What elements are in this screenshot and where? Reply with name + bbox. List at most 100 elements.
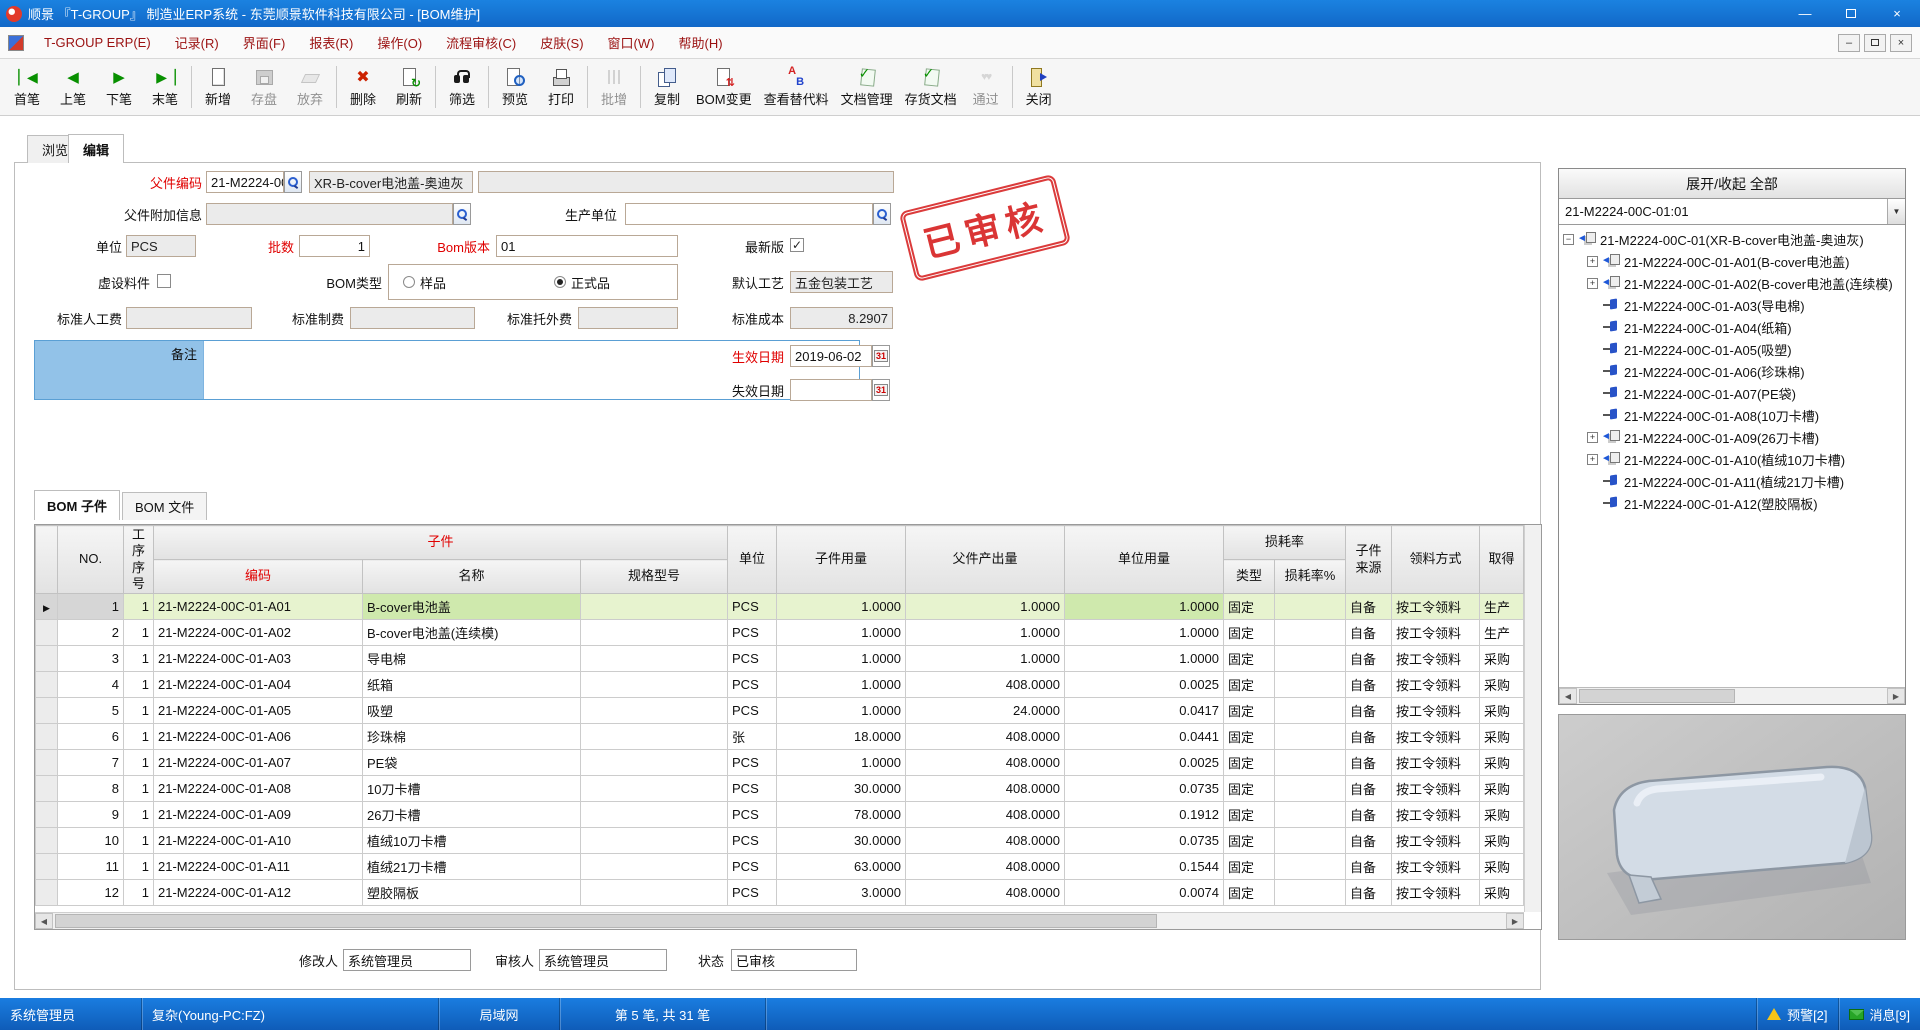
cell-issue[interactable]: 按工令领料 — [1391, 879, 1481, 906]
cell-loss-pct[interactable] — [1274, 619, 1347, 646]
cell-qty[interactable]: 30.0000 — [776, 827, 907, 854]
col-name[interactable]: 名称 — [362, 559, 581, 594]
table-row[interactable]: 7 1 21-M2224-00C-01-A07 PE袋 PCS 1.0000 4… — [35, 749, 1524, 776]
cell-name[interactable]: PE袋 — [362, 749, 581, 776]
expire-date-field[interactable] — [790, 379, 872, 401]
parent-extra-lookup-icon[interactable] — [453, 203, 471, 225]
toolbar-button[interactable]: 关闭 — [1016, 61, 1062, 113]
cell-name[interactable]: 珍珠棉 — [362, 723, 581, 750]
parent-extra-field[interactable] — [206, 203, 453, 225]
cell-source[interactable]: 自备 — [1345, 671, 1393, 698]
tree-node[interactable]: 21-M2224-00C-01-A11(植绒21刀卡槽) — [1561, 470, 1905, 492]
cell-parent-out[interactable]: 408.0000 — [905, 879, 1066, 906]
scroll-right-icon[interactable]: ▶ — [1887, 688, 1905, 704]
tree-expander-icon[interactable] — [1587, 431, 1598, 443]
cell-unit-qty[interactable]: 0.1912 — [1064, 801, 1225, 828]
menu-item[interactable]: 报表(R) — [297, 28, 365, 57]
toolbar-button[interactable]: 上笔 — [50, 61, 96, 113]
toolbar-button[interactable]: 打印 — [538, 61, 584, 113]
cell-spec[interactable] — [579, 619, 729, 646]
cell-qty[interactable]: 1.0000 — [776, 645, 907, 672]
prod-unit-field[interactable] — [625, 203, 873, 225]
cell-loss-type[interactable]: 固定 — [1223, 671, 1276, 698]
cell-source[interactable]: 自备 — [1345, 749, 1393, 776]
menu-item[interactable]: 窗口(W) — [596, 28, 667, 57]
cell-code[interactable]: 21-M2224-00C-01-A11 — [153, 853, 363, 880]
remark-textarea[interactable] — [203, 341, 859, 399]
cell-parent-out[interactable]: 1.0000 — [905, 593, 1066, 620]
minimize-button[interactable]: — — [1798, 6, 1812, 21]
grid-horizontal-scrollbar[interactable]: ◀ ▶ — [35, 912, 1524, 929]
table-row[interactable]: 6 1 21-M2224-00C-01-A06 珍珠棉 张 18.0000 40… — [35, 723, 1524, 750]
cell-qty[interactable]: 1.0000 — [776, 749, 907, 776]
toolbar-button[interactable]: 存货文档 — [899, 61, 963, 113]
statusbar-alerts[interactable]: 预警[2] — [1757, 998, 1837, 1030]
table-row[interactable]: 8 1 21-M2224-00C-01-A08 10刀卡槽 PCS 30.000… — [35, 775, 1524, 802]
row-selector-cell[interactable] — [35, 593, 58, 620]
cell-spec[interactable] — [579, 879, 729, 906]
batch-field[interactable]: 1 — [299, 235, 370, 257]
cell-unit[interactable]: PCS — [727, 827, 778, 854]
cell-loss-pct[interactable] — [1274, 827, 1347, 854]
cell-loss-type[interactable]: 固定 — [1223, 645, 1276, 672]
menu-item[interactable]: 帮助(H) — [666, 28, 734, 57]
cell-spec[interactable] — [579, 827, 729, 854]
table-row[interactable]: 4 1 21-M2224-00C-01-A04 纸箱 PCS 1.0000 40… — [35, 671, 1524, 698]
cell-unit-qty[interactable]: 0.0417 — [1064, 697, 1225, 724]
cell-loss-type[interactable]: 固定 — [1223, 723, 1276, 750]
cell-code[interactable]: 21-M2224-00C-01-A02 — [153, 619, 363, 646]
col-source[interactable]: 子件 来源 — [1345, 525, 1393, 594]
mdi-minimize-button[interactable]: – — [1838, 33, 1860, 52]
table-row[interactable]: 9 1 21-M2224-00C-01-A09 26刀卡槽 PCS 78.000… — [35, 801, 1524, 828]
cell-parent-out[interactable]: 1.0000 — [905, 619, 1066, 646]
close-button[interactable]: × — [1893, 6, 1901, 21]
cell-issue[interactable]: 按工令领料 — [1391, 801, 1481, 828]
tree-node[interactable]: 21-M2224-00C-01-A08(10刀卡槽) — [1561, 404, 1905, 426]
cell-spec[interactable] — [579, 671, 729, 698]
row-selector-cell[interactable] — [35, 749, 58, 776]
cell-source[interactable]: 自备 — [1345, 853, 1393, 880]
expire-calendar-icon[interactable]: 31 — [872, 379, 890, 401]
cell-unit-qty[interactable]: 0.0025 — [1064, 749, 1225, 776]
bom-version-combo[interactable]: 21-M2224-00C-01:01 ▼ — [1559, 199, 1905, 225]
tab-bom-children[interactable]: BOM 子件 — [34, 490, 120, 520]
tree-node[interactable]: 21-M2224-00C-01-A04(纸箱) — [1561, 316, 1905, 338]
cell-parent-out[interactable]: 408.0000 — [905, 749, 1066, 776]
cell-unit-qty[interactable]: 1.0000 — [1064, 593, 1225, 620]
scrollbar-thumb[interactable] — [1579, 689, 1735, 703]
table-row[interactable]: 5 1 21-M2224-00C-01-A05 吸塑 PCS 1.0000 24… — [35, 697, 1524, 724]
cell-parent-out[interactable]: 24.0000 — [905, 697, 1066, 724]
cell-qty[interactable]: 3.0000 — [776, 879, 907, 906]
cell-issue[interactable]: 按工令领料 — [1391, 749, 1481, 776]
toolbar-button[interactable]: BOM变更 — [690, 61, 758, 113]
virtual-part-checkbox[interactable] — [157, 274, 171, 288]
cell-spec[interactable] — [579, 593, 729, 620]
scroll-right-icon[interactable]: ▶ — [1506, 913, 1524, 929]
cell-loss-pct[interactable] — [1274, 723, 1347, 750]
cell-obtain[interactable]: 采购 — [1479, 671, 1524, 698]
cell-source[interactable]: 自备 — [1345, 645, 1393, 672]
toolbar-button[interactable]: 预览 — [492, 61, 538, 113]
cell-loss-type[interactable]: 固定 — [1223, 749, 1276, 776]
tree-node[interactable]: 21-M2224-00C-01-A02(B-cover电池盖(连续模) — [1561, 272, 1905, 294]
cell-obtain[interactable]: 采购 — [1479, 775, 1524, 802]
row-selector-cell[interactable] — [35, 619, 58, 646]
scroll-left-icon[interactable]: ◀ — [35, 913, 53, 929]
row-selector-cell[interactable] — [35, 697, 58, 724]
cell-qty[interactable]: 18.0000 — [776, 723, 907, 750]
tree-node[interactable]: 21-M2224-00C-01-A12(塑胶隔板) — [1561, 492, 1905, 514]
menu-item[interactable]: 记录(R) — [163, 28, 231, 57]
col-seq[interactable]: 工序 序号 — [123, 525, 154, 594]
mdi-close-button[interactable]: × — [1890, 33, 1912, 52]
cell-loss-pct[interactable] — [1274, 775, 1347, 802]
cell-obtain[interactable]: 生产 — [1479, 619, 1524, 646]
cell-source[interactable]: 自备 — [1345, 723, 1393, 750]
cell-unit[interactable]: PCS — [727, 671, 778, 698]
scrollbar-thumb[interactable] — [55, 914, 1157, 928]
cell-source[interactable]: 自备 — [1345, 775, 1393, 802]
toolbar-button[interactable]: 复制 — [644, 61, 690, 113]
cell-unit-qty[interactable]: 0.0735 — [1064, 775, 1225, 802]
cell-loss-type[interactable]: 固定 — [1223, 879, 1276, 906]
menu-item[interactable]: T-GROUP ERP(E) — [32, 30, 163, 55]
cell-unit[interactable]: 张 — [727, 723, 778, 750]
